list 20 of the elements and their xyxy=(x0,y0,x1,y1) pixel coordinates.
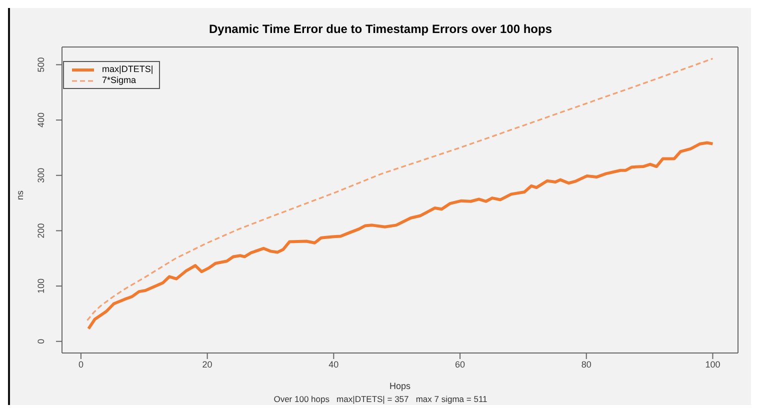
line-series xyxy=(86,58,714,322)
y-tick-label: 200 xyxy=(36,223,46,238)
x-tick-label: 40 xyxy=(328,359,339,370)
line-series xyxy=(87,141,714,330)
x-tick-label: 60 xyxy=(455,359,466,370)
y-axis-title: ns xyxy=(15,190,26,200)
y-tick-label: 100 xyxy=(36,278,46,294)
y-tick-label: 400 xyxy=(36,112,46,128)
x-tick-label: 100 xyxy=(705,359,720,370)
chart-title: Dynamic Time Error due to Timestamp Errors over 100 hops xyxy=(208,22,553,36)
legend-label: 7*Sigma xyxy=(102,75,136,86)
x-tick-label: 80 xyxy=(581,359,592,370)
y-tick-label: 0 xyxy=(36,338,46,344)
text: Over 100 hops max|DTETS| = 357 max 7 sigma = 511 xyxy=(272,394,488,404)
x-tick-label: 20 xyxy=(202,359,212,370)
x-axis-title: Hops xyxy=(389,381,411,391)
y-tick-label: 500 xyxy=(36,57,46,72)
x-tick-label: 0 xyxy=(78,359,84,370)
y-tick-label: 300 xyxy=(36,168,46,183)
legend-label: max|DTETS| xyxy=(102,64,154,75)
